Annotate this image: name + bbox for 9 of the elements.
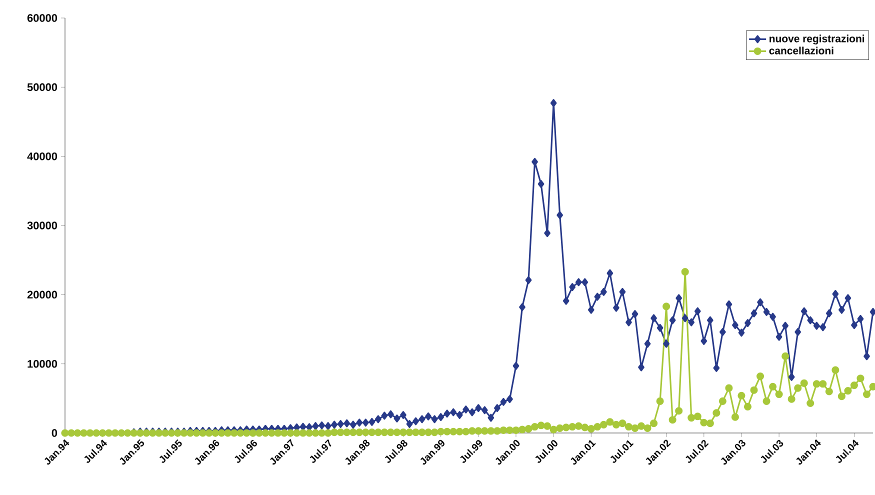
- y-tick-label: 40000: [27, 152, 58, 160]
- y-tick-label: 50000: [27, 83, 58, 92]
- y-tick-label: 60000: [27, 14, 58, 22]
- legend-label: nuove registrazioni: [770, 34, 864, 44]
- y-tick-label: 10000: [28, 360, 58, 368]
- legend-label: cancellazioni: [769, 46, 834, 54]
- y-tick-label: 20000: [27, 290, 58, 299]
- y-tick-label: 0: [52, 429, 58, 437]
- y-tick-label: 30000: [27, 222, 58, 230]
